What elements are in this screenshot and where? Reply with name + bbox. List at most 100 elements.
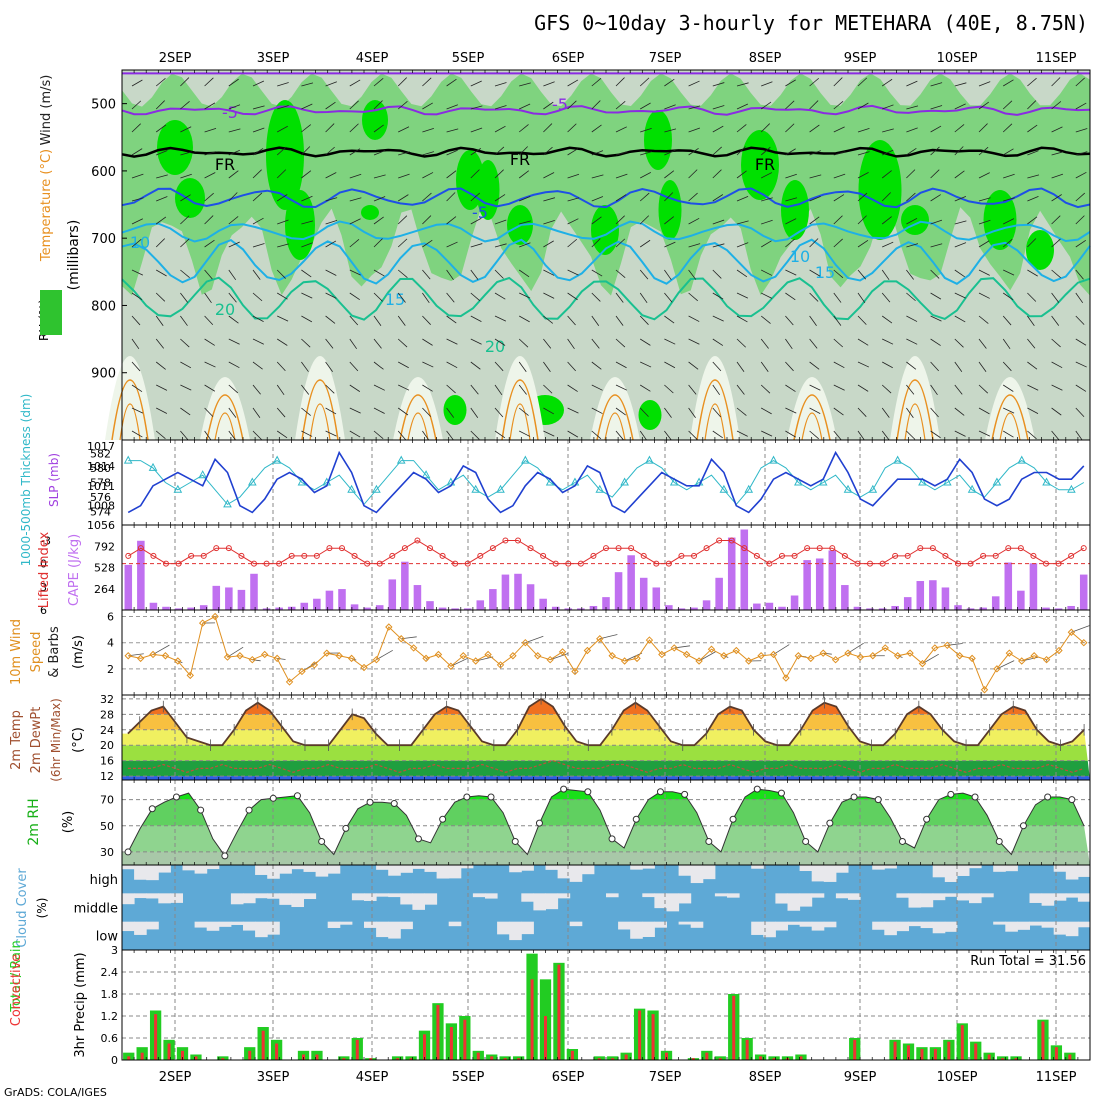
wind-tick-1: 4: [107, 637, 114, 650]
rh2m-point: [270, 795, 276, 801]
credit: GrADS: COLA/IGES: [4, 1086, 107, 1099]
temp-band-1: [122, 761, 1090, 776]
cloud-gap: [364, 922, 377, 928]
rh2m-point: [319, 838, 325, 844]
precip-label-3: 3hr Precip (mm): [73, 952, 88, 1057]
precip-conv-bar: [746, 1040, 749, 1060]
precip-conv-bar: [1041, 1022, 1044, 1061]
cape-bar: [615, 572, 623, 610]
rh2m-point: [367, 799, 373, 805]
cloud-gap: [304, 893, 317, 899]
precip-conv-bar: [275, 1044, 278, 1061]
rh2m-point: [173, 794, 179, 800]
cloud-gap: [884, 865, 897, 868]
rh2m-point: [996, 838, 1002, 844]
precip-conv-bar: [732, 996, 735, 1060]
cape-label: CAPE (J/kg): [67, 534, 82, 606]
cape-tick-1: 528: [94, 562, 115, 575]
cape-bar: [326, 591, 334, 610]
cape-bar: [891, 606, 899, 610]
cloud-gap: [775, 893, 788, 903]
precip-tick-0: 0: [111, 1054, 118, 1067]
precip-label-2: Convective: [9, 954, 24, 1027]
cloud-gap: [1078, 922, 1091, 928]
cloud-gap: [775, 922, 788, 931]
cape-bar: [803, 560, 811, 610]
cloud-gap: [243, 922, 256, 931]
slp-tick-2: 1014: [87, 460, 115, 473]
x-label-top-4: 6SEP: [552, 51, 585, 66]
slp-tick-3: 1017: [87, 440, 115, 453]
rh-cell-5: [361, 205, 379, 220]
cloud-gap: [231, 893, 244, 904]
temp-tick-4: 28: [100, 708, 114, 721]
y-tick-label-0: 500: [91, 98, 116, 113]
rh2m-point: [198, 807, 204, 813]
cloud-gap: [896, 922, 909, 931]
cloud-gap: [921, 922, 934, 928]
wind-label-4: (m/s): [71, 635, 86, 669]
x-label-bottom-8: 10SEP: [937, 1070, 978, 1085]
cloud-gap: [582, 865, 595, 874]
precip-conv-bar: [853, 1040, 856, 1060]
rh2m-point: [972, 794, 978, 800]
cloud-gap: [981, 893, 994, 897]
cape-bar: [766, 603, 774, 610]
cloud-gap: [340, 922, 353, 925]
cloud-gap: [449, 865, 462, 878]
cape-bar: [389, 579, 397, 610]
precip-conv-bar: [248, 1051, 251, 1060]
cloud-gap: [207, 865, 220, 869]
precip-conv-bar: [988, 1055, 991, 1061]
cloud-gap: [703, 865, 716, 879]
cloud-gap: [848, 893, 861, 900]
temp-label-4: (°C): [71, 727, 86, 753]
cloud-gap: [1005, 865, 1018, 871]
cape-bar: [590, 606, 598, 610]
cloud-gap: [328, 922, 341, 928]
cloud-gap: [957, 865, 970, 876]
cloud-gap: [207, 922, 220, 931]
x-label-bottom-6: 8SEP: [749, 1070, 782, 1085]
cloud-gap: [316, 865, 329, 877]
y-axis-label: (millibars): [66, 220, 82, 291]
rh2m-tick-1: 50: [100, 820, 114, 833]
cape-bar: [917, 581, 925, 610]
rh2m-point: [706, 838, 712, 844]
cape-bar: [414, 585, 422, 610]
precip-conv-bar: [557, 965, 560, 1060]
run-total: Run Total = 31.56: [970, 954, 1086, 969]
x-label-bottom-5: 7SEP: [649, 1070, 682, 1085]
x-label-top-1: 3SEP: [257, 51, 290, 66]
rh2m-point: [657, 789, 663, 795]
cloud-gap: [1078, 893, 1091, 901]
precip-conv-bar: [423, 1034, 426, 1060]
precip-conv-bar: [638, 1011, 641, 1061]
cape-bar: [954, 605, 962, 610]
precip-conv-bar: [450, 1027, 453, 1060]
cloud-gap: [836, 893, 849, 898]
y-tick-label-4: 900: [91, 367, 116, 382]
rh2m-point: [246, 807, 252, 813]
cloud-gap: [993, 865, 1006, 872]
rh2m-point: [827, 820, 833, 826]
cloud-gap: [1066, 893, 1079, 897]
precip-conv-bar: [141, 1053, 144, 1060]
cloud-gap: [400, 893, 413, 904]
x-label-top-9: 11SEP: [1036, 51, 1077, 66]
cloud-gap: [521, 865, 534, 871]
rh-cell-1: [175, 178, 205, 218]
cape-bar: [502, 575, 510, 610]
x-label-bottom-0: 2SEP: [159, 1070, 192, 1085]
cape-bar: [376, 605, 384, 610]
temp-label-1: 2m Temp: [9, 710, 24, 770]
rh-swatch: [40, 290, 62, 335]
cloud-gap: [812, 893, 825, 897]
cloud-gap: [872, 865, 885, 870]
cloud-gap: [291, 865, 304, 869]
cloud-gap: [691, 865, 704, 883]
cape-bar: [426, 601, 434, 610]
